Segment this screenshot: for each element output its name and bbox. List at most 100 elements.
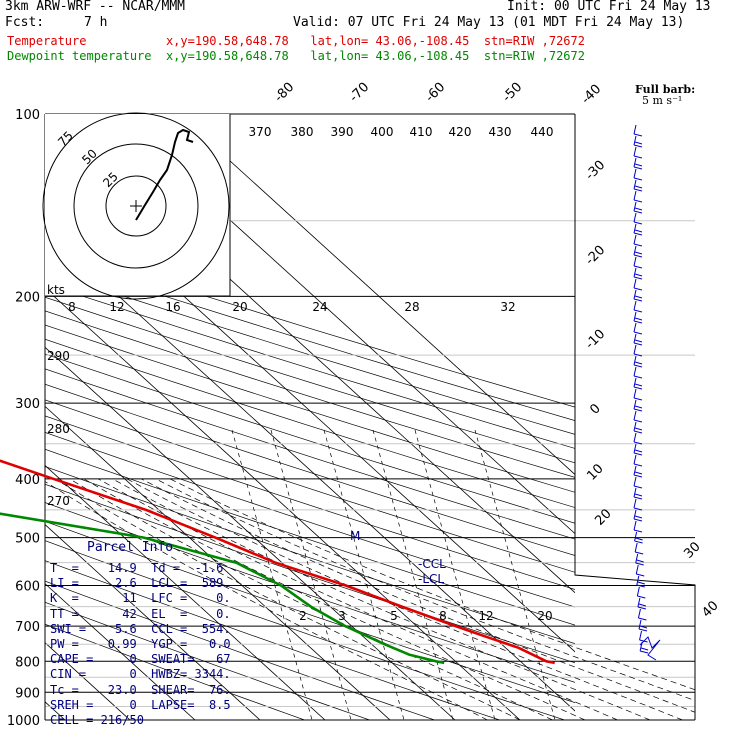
- wind-barb-shaft: [634, 531, 638, 542]
- parcel-info-row: SREH = 0 LAPSE= 8.5: [50, 697, 231, 712]
- isotherm-line: [45, 583, 196, 720]
- parcel-info-row: CAPE = 0 SWEAT= 67: [50, 652, 231, 667]
- valid-time: Valid: 07 UTC Fri 24 May 13 (01 MDT Fri …: [293, 15, 685, 30]
- wind-barb-shaft: [633, 498, 637, 509]
- mixing-ratio-line: [323, 429, 405, 720]
- wind-barb-flag: [633, 188, 643, 192]
- ldiagram-tick-label: 24: [312, 300, 327, 314]
- pressure-tick-label: 800: [15, 655, 40, 670]
- ldiagram-tick-label: 16: [165, 300, 180, 314]
- parcel-info-row: PW = 0.99 YGP = 0.0: [50, 637, 231, 651]
- wind-barb-shaft: [633, 256, 637, 267]
- wind-barb-flag: [637, 606, 647, 610]
- isotherm-tick-label: -20: [583, 243, 609, 269]
- pressure-tick-label: 700: [15, 620, 40, 635]
- ldiagram-tick-label: 12: [109, 300, 124, 314]
- wind-barb-flag: [633, 386, 643, 390]
- wind-barb-shaft: [636, 575, 640, 586]
- wind-barb-flag: [633, 309, 643, 313]
- wind-barb-flag: [638, 628, 648, 632]
- wind-barb-flag: [633, 507, 643, 511]
- pressure-tick-label: 500: [15, 532, 40, 547]
- mixing-ratio-label: 5: [390, 609, 398, 623]
- wind-barb-shaft: [633, 234, 637, 245]
- wind-barb-flag: [636, 573, 645, 577]
- wind-barb-flag: [634, 449, 643, 453]
- theta-tick-label: 370: [249, 125, 272, 139]
- theta-tick-label: 440: [531, 125, 554, 139]
- pressure-tick-label: 100: [15, 108, 40, 123]
- wind-barb-shaft: [633, 388, 637, 399]
- ldiagram-tick-label: 28: [404, 300, 419, 314]
- parcel-info-row: LI = 2.6 LCL = 589.: [50, 576, 231, 591]
- isotherm-tick-label: -80: [272, 80, 298, 106]
- temperature-profile-line: [0, 459, 555, 665]
- wind-barb-flag: [633, 320, 643, 324]
- wind-barb-shaft: [633, 443, 637, 454]
- wind-barb-flag: [633, 485, 643, 489]
- isotherm-tick-label: -70: [347, 80, 373, 106]
- wind-barb-flag: [640, 647, 649, 651]
- wind-barb-flag: [633, 353, 643, 357]
- hodograph-trace: [135, 128, 194, 221]
- isotherm-tick-label: -40: [579, 82, 605, 108]
- parcel-info-row: SWI = 5.6 CCL = 554.: [50, 621, 231, 636]
- wind-barb-shaft: [639, 630, 643, 641]
- theta-left-tick-label: 280: [47, 422, 70, 436]
- wind-barb-flag: [633, 177, 643, 181]
- theta-tick-label: 400: [371, 125, 394, 139]
- wind-barb-flag: [633, 430, 643, 434]
- wind-barb-shaft: [633, 355, 637, 366]
- wind-barb-flag: [634, 383, 643, 387]
- wind-barb-shaft: [633, 223, 637, 234]
- wind-barb-flag: [633, 133, 643, 137]
- dewpoint-profile-line: [0, 512, 445, 665]
- wind-barb-flag: [633, 342, 643, 346]
- wind-barb-flag: [633, 221, 643, 225]
- wind-barb-flag: [633, 419, 643, 423]
- wind-barb-flag: [633, 265, 643, 269]
- wind-barb-flag: [633, 243, 643, 247]
- wind-barb-flag: [634, 317, 643, 321]
- isotherm-tick-label: 30: [681, 539, 703, 561]
- wind-barb-shaft: [633, 520, 637, 531]
- wind-barb-flag: [634, 361, 643, 365]
- wind-barb-shaft: [633, 465, 637, 476]
- wind-barb-flag: [634, 427, 643, 431]
- wind-barb-flag: [633, 452, 643, 456]
- wind-barb-flag: [635, 562, 644, 566]
- wind-barb-flag: [633, 254, 643, 258]
- wind-barb-shaft: [633, 179, 637, 190]
- wind-barb-flag: [634, 229, 643, 233]
- wind-barb-flag: [634, 405, 643, 409]
- wind-barb-shaft: [633, 245, 637, 256]
- wind-barb-flag: [633, 375, 643, 379]
- theta-left-tick-label: 270: [47, 494, 70, 508]
- mixing-ratio-line: [372, 429, 454, 720]
- wind-barb-shaft: [633, 454, 637, 465]
- surface-wind-barb: [639, 636, 661, 661]
- wind-barb-flag: [633, 408, 643, 412]
- wind-barb-flag: [634, 185, 643, 189]
- wind-barb-shaft: [636, 586, 640, 597]
- wind-barb-flag: [633, 397, 643, 401]
- pressure-tick-label: 1000: [7, 714, 40, 729]
- annotation-m: M: [350, 529, 360, 543]
- isotherm-line: [178, 114, 575, 476]
- wind-barb-shaft: [633, 278, 637, 289]
- isotherm-tick-label: 0: [587, 401, 603, 417]
- parcel-info-row: K = 11 LFC = 0.: [50, 591, 231, 606]
- wind-barb-shaft: [633, 124, 637, 135]
- wind-barb-shaft: [633, 432, 637, 443]
- temperature-legend: Temperature x,y=190.58,648.78 lat,lon= 4…: [7, 34, 585, 48]
- wind-barb-flag: [634, 471, 643, 475]
- wind-barb-shaft: [633, 344, 637, 355]
- wind-barb-flag: [633, 518, 643, 522]
- wind-barb-flag: [633, 529, 643, 533]
- ldiagram-tick-label: 20: [232, 300, 247, 314]
- wind-barb-shaft: [633, 168, 637, 179]
- hodograph-ring: [42, 112, 230, 300]
- wind-barb-shaft: [637, 608, 641, 619]
- parcel-info-row: TT = 42 EL = 0.: [50, 606, 231, 621]
